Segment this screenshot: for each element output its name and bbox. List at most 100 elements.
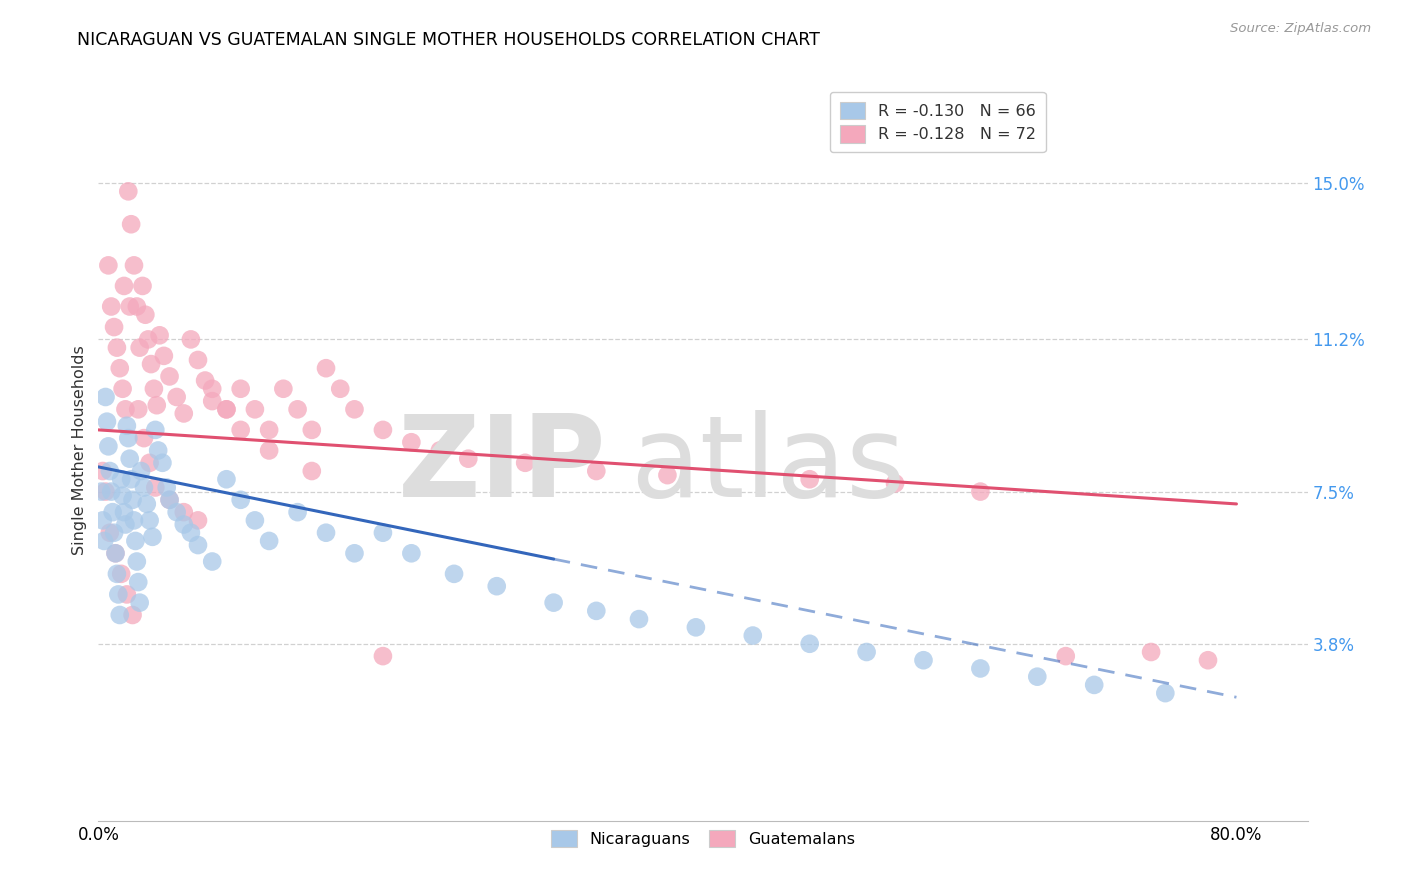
Point (132, 431, 155, 445)
Point (443, 566, 465, 581)
Point (229, 382, 252, 396)
Point (799, 472, 821, 486)
Point (121, 492, 143, 507)
Point (329, 382, 352, 396)
Point (215, 402, 238, 417)
Point (201, 394, 224, 409)
Point (124, 533, 146, 548)
Point (1083, 678, 1105, 692)
Point (1026, 670, 1049, 684)
Point (122, 513, 145, 527)
Point (401, 435, 423, 450)
Point (1140, 645, 1163, 659)
Point (515, 456, 537, 470)
Point (100, 484, 122, 499)
Point (135, 497, 157, 511)
Point (90, 484, 112, 499)
Point (91, 464, 114, 478)
Point (93, 533, 115, 548)
Point (142, 382, 165, 396)
Point (107, 587, 129, 601)
Point (194, 374, 217, 388)
Point (243, 513, 266, 527)
Point (371, 649, 394, 664)
Point (111, 382, 134, 396)
Legend: Nicaraguans, Guatemalans: Nicaraguans, Guatemalans (544, 823, 862, 854)
Point (429, 443, 451, 458)
Point (110, 472, 132, 486)
Y-axis label: Single Mother Households: Single Mother Households (72, 345, 87, 556)
Point (343, 546, 366, 560)
Point (136, 332, 159, 346)
Point (1054, 649, 1077, 664)
Point (98, 525, 121, 540)
Point (969, 661, 991, 675)
Point (114, 517, 136, 532)
Text: NICARAGUAN VS GUATEMALAN SINGLE MOTHER HOUSEHOLDS CORRELATION CHART: NICARAGUAN VS GUATEMALAN SINGLE MOTHER H… (77, 31, 820, 49)
Text: Source: ZipAtlas.com: Source: ZipAtlas.com (1230, 22, 1371, 36)
Point (301, 464, 323, 478)
Point (100, 300, 122, 314)
Point (125, 300, 148, 314)
Point (343, 402, 366, 417)
Point (287, 505, 309, 519)
Point (114, 402, 136, 417)
Point (229, 423, 252, 437)
Point (115, 587, 138, 601)
Point (143, 481, 166, 495)
Point (152, 456, 174, 470)
Point (685, 620, 707, 634)
Point (143, 423, 166, 437)
Point (108, 607, 131, 622)
Point (741, 628, 763, 642)
Point (104, 546, 127, 560)
Point (159, 492, 181, 507)
Point (166, 505, 188, 519)
Point (173, 505, 195, 519)
Point (115, 418, 138, 433)
Point (101, 505, 124, 519)
Point (166, 390, 188, 404)
Point (118, 451, 141, 466)
Point (128, 596, 150, 610)
Text: atlas: atlas (630, 409, 905, 521)
Point (201, 382, 224, 396)
Point (215, 472, 238, 486)
Point (120, 472, 142, 486)
Point (105, 341, 128, 355)
Point (180, 525, 202, 540)
Point (173, 407, 195, 421)
Point (1154, 686, 1177, 700)
Point (799, 637, 821, 651)
Point (201, 554, 224, 569)
Point (159, 369, 181, 384)
Point (104, 546, 127, 560)
Point (127, 402, 149, 417)
Point (156, 481, 179, 495)
Point (108, 361, 131, 376)
Point (128, 341, 150, 355)
Point (127, 575, 149, 590)
Point (131, 279, 153, 293)
Point (121, 607, 143, 622)
Point (134, 308, 156, 322)
Point (139, 357, 162, 371)
Point (457, 451, 479, 466)
Point (543, 596, 565, 610)
Point (97, 259, 120, 273)
Point (855, 645, 877, 659)
Point (187, 513, 209, 527)
Point (138, 456, 160, 470)
Point (401, 546, 423, 560)
Point (657, 468, 679, 483)
Point (120, 217, 142, 231)
Point (257, 533, 280, 548)
Point (969, 484, 991, 499)
Point (110, 566, 132, 581)
Point (187, 538, 209, 552)
Point (94, 390, 117, 404)
Point (117, 431, 139, 445)
Point (132, 481, 155, 495)
Point (103, 320, 125, 334)
Point (273, 382, 295, 396)
